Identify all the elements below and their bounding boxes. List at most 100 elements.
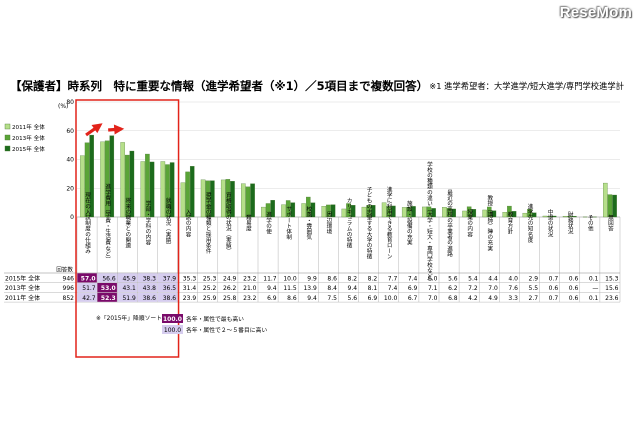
table-cell: 10.0 bbox=[283, 275, 297, 282]
x-tick-label: 学校の種類の違い（大学・短大・専門学校など） bbox=[426, 160, 433, 284]
table-cell: 2.9 bbox=[529, 275, 539, 282]
table-cell: 10.0 bbox=[384, 295, 398, 302]
x-tick-label: 校風・雰囲気 bbox=[305, 205, 312, 241]
x-tick-label: 奨学金の種類と採用条件 bbox=[205, 191, 212, 255]
bar bbox=[140, 161, 146, 218]
bar bbox=[80, 155, 85, 218]
bar bbox=[346, 203, 351, 218]
table-cell: 42.7 bbox=[82, 295, 96, 302]
bar bbox=[431, 208, 436, 218]
cell-highlight-top2 bbox=[137, 283, 158, 293]
bar bbox=[462, 210, 467, 218]
bar bbox=[603, 182, 608, 218]
bar bbox=[160, 161, 166, 218]
bar bbox=[607, 194, 613, 218]
bar bbox=[341, 208, 347, 218]
cell-highlight-top2 bbox=[97, 273, 117, 283]
bar bbox=[572, 215, 577, 218]
bar bbox=[301, 203, 306, 218]
bar bbox=[149, 161, 155, 218]
table-cell: 37.9 bbox=[163, 275, 177, 282]
table-cell: 7.4 bbox=[408, 275, 418, 282]
table-cell: 7.7 bbox=[388, 275, 398, 282]
cell-highlight-top1 bbox=[97, 283, 117, 293]
table-row-label: 2015年 全体 bbox=[5, 274, 40, 282]
table-cell: 7.0 bbox=[488, 285, 498, 292]
x-tick-label: 施設・設備の充実 bbox=[406, 200, 413, 247]
table-cell: 0.6 bbox=[549, 285, 559, 292]
bar bbox=[502, 212, 508, 218]
table-cell: 45.9 bbox=[122, 275, 136, 282]
cell-highlight-top1 bbox=[97, 292, 117, 302]
table-cell: 15.6 bbox=[605, 285, 619, 292]
table-cell: 11.5 bbox=[283, 285, 297, 292]
table-cell: 7.6 bbox=[508, 285, 518, 292]
table-row-n: 996 bbox=[63, 285, 75, 292]
table-cell: 6.7 bbox=[408, 295, 418, 302]
bar bbox=[491, 210, 497, 218]
table-row-label: 2013年 全体 bbox=[5, 284, 40, 292]
bar bbox=[330, 204, 336, 218]
table-cell: 8.6 bbox=[327, 275, 337, 282]
table-cell: 9.4 bbox=[348, 285, 358, 292]
x-tick-label: 中退の状況 bbox=[547, 208, 554, 238]
key-swatch-top1-value: 100.0 bbox=[163, 316, 182, 323]
bar bbox=[185, 171, 190, 218]
x-tick-label: カリキュラムの特徴 bbox=[346, 198, 353, 250]
bar bbox=[527, 208, 532, 218]
x-tick-label: 最近の高校の卒業者の進路 bbox=[446, 189, 453, 258]
bar bbox=[241, 183, 246, 218]
table-cell: 0.1 bbox=[589, 295, 599, 302]
table-cell: 43.1 bbox=[122, 285, 136, 292]
trend-arrow-head bbox=[91, 123, 103, 134]
table-cell: 7.2 bbox=[468, 285, 478, 292]
table-cell: 6.2 bbox=[448, 285, 458, 292]
table-cell: 6.8 bbox=[448, 295, 458, 302]
bar bbox=[567, 215, 572, 218]
bar bbox=[285, 200, 291, 218]
table-cell: 7.1 bbox=[428, 285, 438, 292]
key-top2-desc: 各年・属性で２～５番目に高い bbox=[186, 326, 267, 334]
bar bbox=[471, 209, 477, 218]
bar bbox=[442, 207, 447, 218]
cell-highlight-top2 bbox=[117, 292, 138, 302]
bar bbox=[401, 207, 407, 218]
bar bbox=[562, 215, 568, 218]
table-cell: 6.9 bbox=[267, 295, 277, 302]
table-cell: 8.2 bbox=[348, 275, 358, 282]
table-cell: 23.2 bbox=[243, 295, 257, 302]
bar bbox=[310, 202, 316, 218]
table-cell: 0.7 bbox=[549, 295, 559, 302]
bar bbox=[426, 206, 432, 218]
table-cell: 52.3 bbox=[101, 295, 116, 302]
bar bbox=[180, 182, 186, 218]
table-cell: 38.6 bbox=[163, 295, 177, 302]
table-cell: 0.7 bbox=[549, 275, 559, 282]
table-cell: 6.9 bbox=[368, 295, 378, 302]
table-cell: — bbox=[592, 285, 598, 292]
table-cell: 6.0 bbox=[428, 275, 438, 282]
brand-logo: ReseMom bbox=[559, 4, 632, 21]
bar bbox=[89, 134, 94, 218]
bar bbox=[542, 215, 548, 218]
bar bbox=[84, 142, 90, 218]
y-tick-label: 20 bbox=[66, 185, 74, 192]
table-row-n: 852 bbox=[63, 295, 75, 302]
table-cell: 51.9 bbox=[122, 295, 136, 302]
bar bbox=[446, 207, 452, 218]
table-n-header: 回答数 bbox=[56, 266, 73, 274]
cell-highlight-top2 bbox=[157, 273, 178, 283]
table-cell: 0.6 bbox=[569, 285, 579, 292]
table-cell: 38.6 bbox=[143, 295, 157, 302]
legend-swatch bbox=[4, 123, 11, 130]
table-cell: 57.0 bbox=[81, 275, 96, 282]
x-tick-label: 子どもの志望する大学の特徴 bbox=[366, 187, 373, 261]
bar bbox=[321, 206, 327, 218]
bar bbox=[366, 205, 371, 218]
table-cell: 8.4 bbox=[327, 285, 337, 292]
table-cell: 26.2 bbox=[223, 285, 237, 292]
bar bbox=[109, 135, 115, 218]
bar bbox=[511, 211, 517, 218]
table-cell: 0.6 bbox=[569, 275, 579, 282]
